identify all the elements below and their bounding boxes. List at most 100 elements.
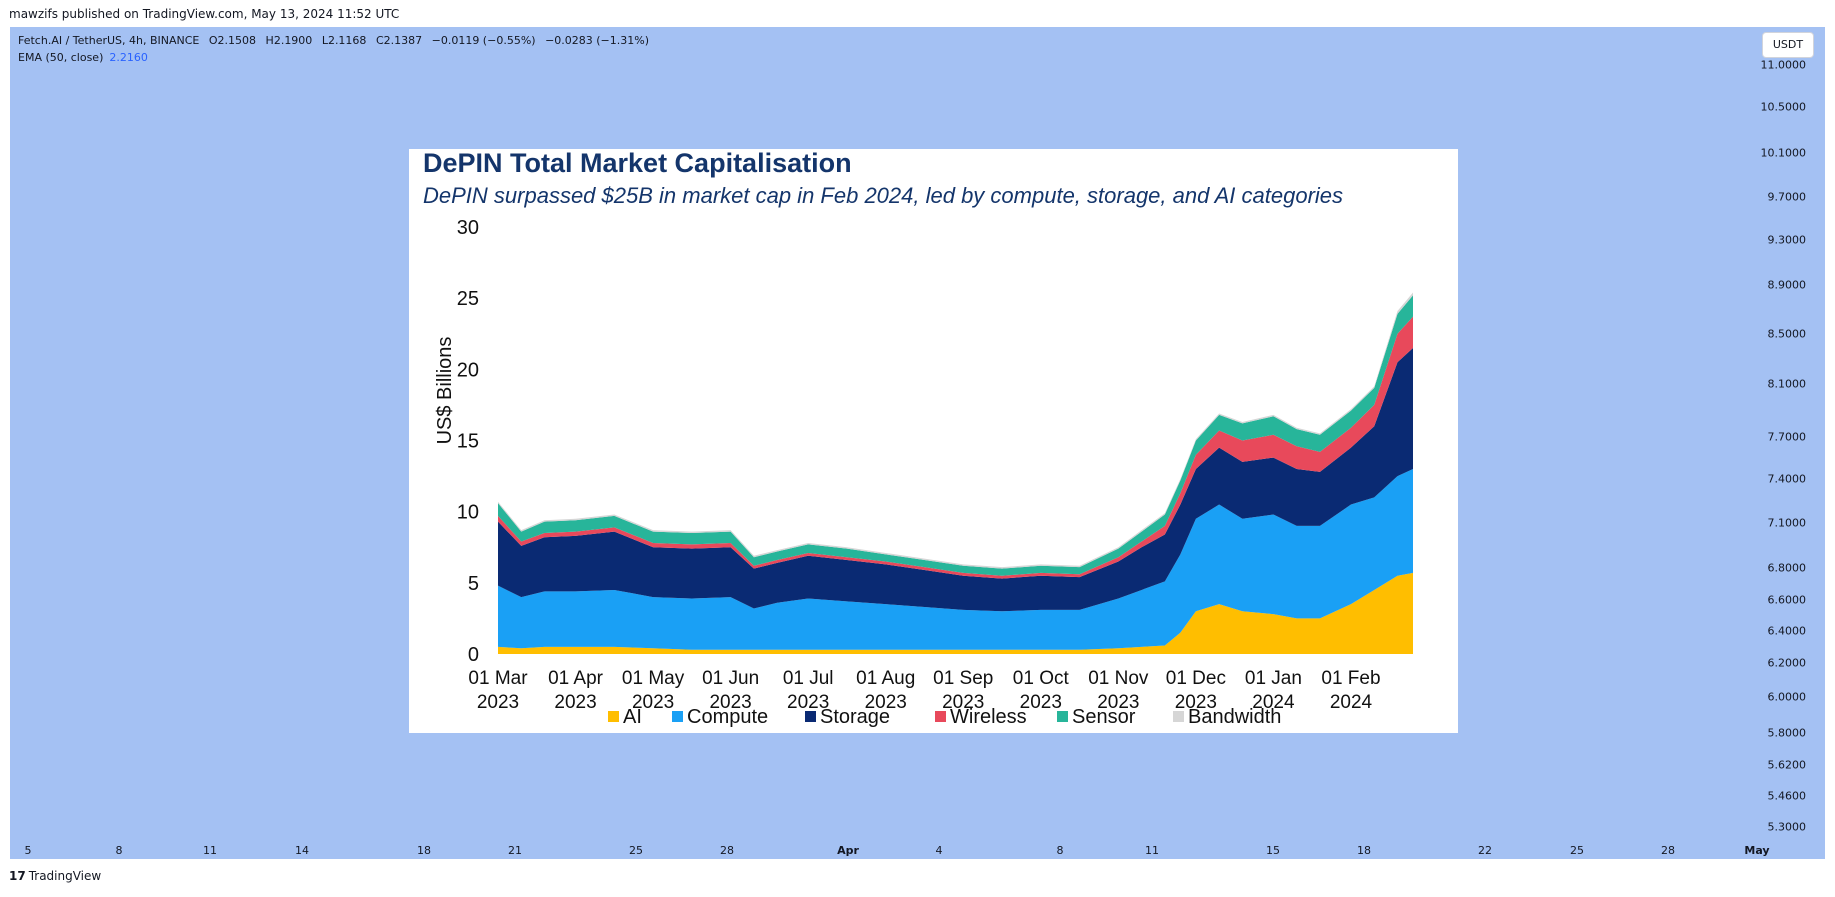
price-tick: 6.6000 xyxy=(1767,593,1807,607)
price-tick: 6.8000 xyxy=(1767,561,1807,575)
y-tick-label: 25 xyxy=(457,288,479,310)
x-tick-year: 2023 xyxy=(1020,692,1062,713)
chart-panel[interactable]: Fetch.AI / TetherUS, 4h, BINANCE O2.1508… xyxy=(10,27,1825,859)
price-tick: 5.6200 xyxy=(1767,758,1807,772)
time-tick: 11 xyxy=(203,844,217,857)
time-tick: Apr xyxy=(837,844,859,857)
price-tick: 8.1000 xyxy=(1767,377,1807,391)
x-tick-label: 01 Nov xyxy=(1088,668,1149,689)
x-tick-year: 2024 xyxy=(1330,692,1373,713)
x-tick-label: 01 Jan xyxy=(1245,668,1302,689)
price-axis[interactable]: 11.0000 10.5000 10.1000 9.7000 9.3000 8.9000 8… xyxy=(1761,27,1825,859)
x-tick-year: 2023 xyxy=(632,692,674,713)
time-tick: 25 xyxy=(629,844,643,857)
x-tick-label: 01 Mar xyxy=(468,668,528,689)
chart-title: DePIN Total Market Capitalisation xyxy=(423,148,852,178)
x-tick-label: 01 Apr xyxy=(548,668,604,689)
depin-area-chart: 0 5 10 15 20 25 30 US$ Billions 01 Mar 2023 01 Apr… xyxy=(434,217,1413,728)
tradingview-logo-icon: 17 xyxy=(9,869,26,883)
close-value: C2.1387 xyxy=(375,34,423,47)
open-value: O2.1508 xyxy=(208,34,257,47)
y-tick-label: 0 xyxy=(468,644,479,666)
x-tick-year: 2023 xyxy=(709,692,751,713)
x-tick-label: 01 Dec xyxy=(1166,668,1226,689)
y-tick-label: 5 xyxy=(468,573,479,595)
x-tick-year: 2023 xyxy=(787,692,829,713)
symbol-label[interactable]: Fetch.AI / TetherUS, 4h, BINANCE xyxy=(18,34,200,47)
legend-label-compute: Compute xyxy=(687,706,768,728)
x-tick-year: 2023 xyxy=(1175,692,1217,713)
ohlc-legend: Fetch.AI / TetherUS, 4h, BINANCE O2.1508… xyxy=(18,34,655,47)
x-tick-label: 01 Aug xyxy=(856,668,915,689)
x-tick-year: 2023 xyxy=(865,692,907,713)
depin-chart-card: DePIN Total Market Capitalisation DePIN … xyxy=(409,148,1458,733)
y-tick-label: 30 xyxy=(457,217,479,239)
legend-label-ai: AI xyxy=(623,706,642,728)
area-compute xyxy=(498,468,1413,650)
time-tick: 8 xyxy=(1056,844,1064,857)
time-tick: 8 xyxy=(115,844,123,857)
price-tick: 6.2000 xyxy=(1767,656,1807,670)
y-tick-label: 20 xyxy=(457,359,479,381)
legend-swatch-compute xyxy=(672,711,683,722)
price-tick: 5.4600 xyxy=(1767,789,1807,803)
time-tick: 4 xyxy=(935,844,943,857)
price-tick: 10.5000 xyxy=(1760,100,1807,114)
price-tick: 7.7000 xyxy=(1767,430,1807,444)
low-value: L2.1168 xyxy=(321,34,367,47)
price-tick: 10.1000 xyxy=(1760,146,1807,160)
chart-subtitle: DePIN surpassed $25B in market cap in Fe… xyxy=(423,183,1344,208)
high-value: H2.1900 xyxy=(265,34,313,47)
legend-swatch-wireless xyxy=(935,711,946,722)
publish-attribution: mawzifs published on TradingView.com, Ma… xyxy=(9,7,400,21)
footer-branding[interactable]: 17 TradingView xyxy=(9,869,101,883)
time-tick: May xyxy=(1744,844,1770,857)
legend-label-bandwidth: Bandwidth xyxy=(1188,706,1281,728)
x-tick-label: 01 Jun xyxy=(702,668,759,689)
ema-label: EMA (50, close) xyxy=(18,51,104,64)
x-tick-year: 2023 xyxy=(554,692,596,713)
price-tick: 8.5000 xyxy=(1767,327,1807,341)
x-tick-label: 01 Feb xyxy=(1321,668,1380,689)
change2-value: −0.0283 (−1.31%) xyxy=(545,34,650,47)
currency-button[interactable]: USDT xyxy=(1762,32,1814,58)
x-tick-label: 01 Oct xyxy=(1013,668,1070,689)
price-tick: 8.9000 xyxy=(1767,278,1807,292)
time-tick: 25 xyxy=(1570,844,1584,857)
time-tick: 18 xyxy=(1357,844,1371,857)
legend-swatch-storage xyxy=(805,711,816,722)
legend-swatch-bandwidth xyxy=(1173,711,1184,722)
time-tick: 14 xyxy=(295,844,309,857)
area-ai xyxy=(498,572,1413,654)
price-tick: 5.8000 xyxy=(1767,726,1807,740)
price-tick: 9.7000 xyxy=(1767,190,1807,204)
time-tick: 22 xyxy=(1478,844,1492,857)
area-wireless xyxy=(498,316,1413,579)
x-tick-year: 2024 xyxy=(1252,692,1295,713)
ema-legend[interactable]: EMA (50, close) 2.2160 xyxy=(18,51,148,64)
legend-label-sensor: Sensor xyxy=(1072,706,1136,728)
time-tick: 18 xyxy=(417,844,431,857)
legend-label-wireless: Wireless xyxy=(950,706,1027,728)
time-tick: 28 xyxy=(720,844,734,857)
x-tick-year: 2023 xyxy=(942,692,984,713)
x-tick-year: 2023 xyxy=(1097,692,1139,713)
area-storage xyxy=(498,347,1413,612)
price-tick: 11.0000 xyxy=(1760,58,1807,72)
price-tick: 6.4000 xyxy=(1767,624,1807,638)
legend-label-storage: Storage xyxy=(820,706,890,728)
x-tick-label: 01 Sep xyxy=(933,668,993,689)
price-tick: 7.1000 xyxy=(1767,516,1807,530)
time-tick: 11 xyxy=(1145,844,1159,857)
time-tick: 15 xyxy=(1266,844,1280,857)
tradingview-brand: TradingView xyxy=(28,869,102,883)
legend-swatch-ai xyxy=(608,711,619,722)
change-value: −0.0119 (−0.55%) xyxy=(431,34,536,47)
price-tick: 5.3000 xyxy=(1767,820,1807,834)
time-tick: 5 xyxy=(24,844,32,857)
price-tick: 9.3000 xyxy=(1767,233,1807,247)
time-tick: 21 xyxy=(508,844,522,857)
y-tick-label: 10 xyxy=(457,502,479,524)
price-tick: 6.0000 xyxy=(1767,690,1807,704)
x-tick-label: 01 Jul xyxy=(783,668,834,689)
